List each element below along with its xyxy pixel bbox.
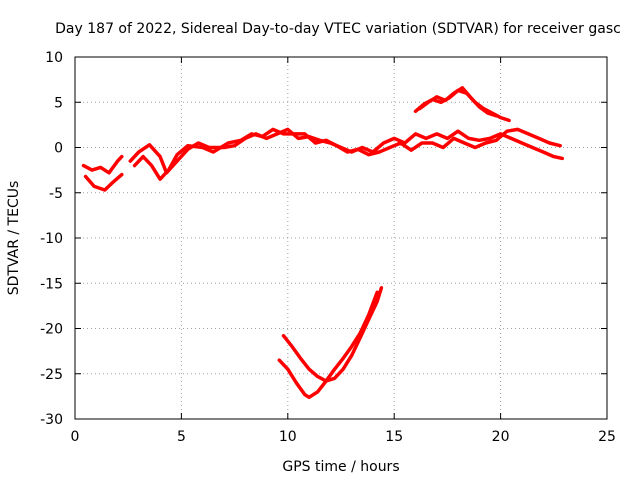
series-track-a — [81, 154, 124, 175]
grid-lines — [75, 57, 607, 419]
y-axis-label: SDTVAR / TECUs — [6, 181, 22, 296]
x-tick-labels: 0 5 10 15 20 25 — [71, 429, 616, 445]
y-tick-label: -10 — [40, 231, 63, 247]
x-tick-label: 0 — [71, 429, 80, 445]
y-tick-labels: 10 5 0 -5 -10 -15 -20 -25 -30 — [40, 50, 63, 428]
chart-title: Day 187 of 2022, Sidereal Day-to-day VTE… — [55, 21, 621, 37]
y-tick-label: 10 — [45, 50, 63, 66]
y-tick-label: 0 — [54, 141, 63, 157]
x-tick-label: 25 — [598, 429, 616, 445]
x-tick-label: 15 — [385, 429, 403, 445]
y-tick-label: -25 — [40, 367, 63, 383]
y-tick-label: -20 — [40, 322, 63, 338]
y-tick-label: -30 — [40, 412, 63, 428]
y-tick-label: -5 — [49, 186, 63, 202]
axis-ticks — [74, 56, 608, 420]
x-tick-label: 20 — [492, 429, 510, 445]
y-tick-label: -15 — [40, 276, 63, 292]
series-track-h — [281, 286, 384, 383]
series-track-d — [132, 127, 562, 181]
x-tick-label: 10 — [279, 429, 297, 445]
series-track-f — [417, 86, 499, 118]
x-tick-label: 5 — [177, 429, 186, 445]
x-axis-label: GPS time / hours — [282, 459, 399, 475]
series-track-b — [83, 172, 124, 192]
data-series — [81, 86, 565, 400]
y-tick-label: 5 — [54, 95, 63, 111]
